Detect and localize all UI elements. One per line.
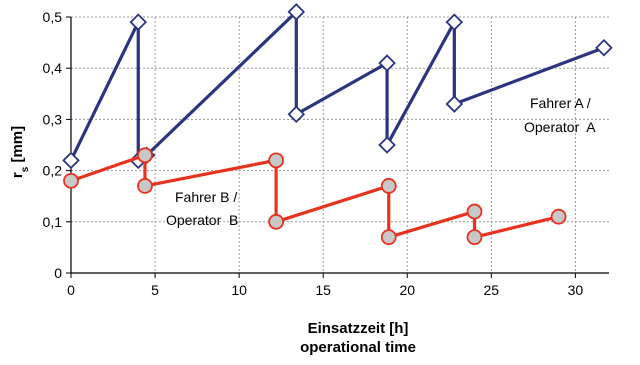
series-a-marker [129,13,148,31]
series-a-marker [287,3,306,21]
y-tick-label: 0,3 [43,111,63,127]
series-b-marker [466,229,483,246]
y-tick-label: 0,4 [43,60,63,76]
y-tick-label: 0,1 [43,214,63,230]
series-b-marker [380,178,397,194]
series-b-marker [268,152,285,169]
series-b-marker [137,178,153,194]
axes: 0 0,1 0,2 0,3 0,4 0,5 0 5 10 15 20 25 30 [43,9,609,298]
series-b-marker [550,208,567,225]
series-a-marker [378,54,396,72]
series-b-marker [466,203,483,220]
x-tick-label: 30 [568,282,584,298]
series-b-marker [63,172,79,189]
y-tick-label: 0,2 [43,163,63,179]
y-axis-title-subscript: s [20,166,31,172]
series-b-line [70,153,559,239]
x-tick-label: 15 [315,282,331,298]
series-a-marker [595,38,613,57]
y-tick-label: 0,5 [43,9,63,25]
series-b-label-line-2: Operator B [166,212,238,228]
series-a-marker [445,95,464,113]
x-tick-label: 20 [399,282,415,298]
y-axis-title-symbol: r [9,172,26,178]
series-a-line [69,10,605,162]
series-a-marker [62,151,80,170]
series-b-marker [268,213,285,230]
series-b-label-line-1: Fahrer B / [175,189,237,205]
x-tick-label: 0 [67,282,75,298]
series-a-label-line-1: Fahrer A / [530,95,591,111]
series-group [62,3,613,246]
series-a-marker [378,136,396,154]
y-axis-title: rs [mm] [9,126,31,178]
series-a-marker [287,105,306,124]
grid [71,16,609,273]
series-a-marker [445,13,464,31]
series-a-label-line-2: Operator A [524,119,596,135]
x-axis-title: Einsatzzeit [h] [308,320,409,337]
x-tick-label: 5 [151,282,159,298]
x-tick-label: 10 [231,282,247,298]
labels: Einsatzzeit [h] operational time rs [mm]… [9,95,596,356]
y-tick-label: 0 [54,265,62,281]
series-b-marker [380,229,397,246]
x-axis-subtitle: operational time [300,339,416,356]
x-tick-label: 25 [484,282,500,298]
y-axis-title-unit: [mm] [9,126,26,167]
series-b-marker [137,147,153,164]
